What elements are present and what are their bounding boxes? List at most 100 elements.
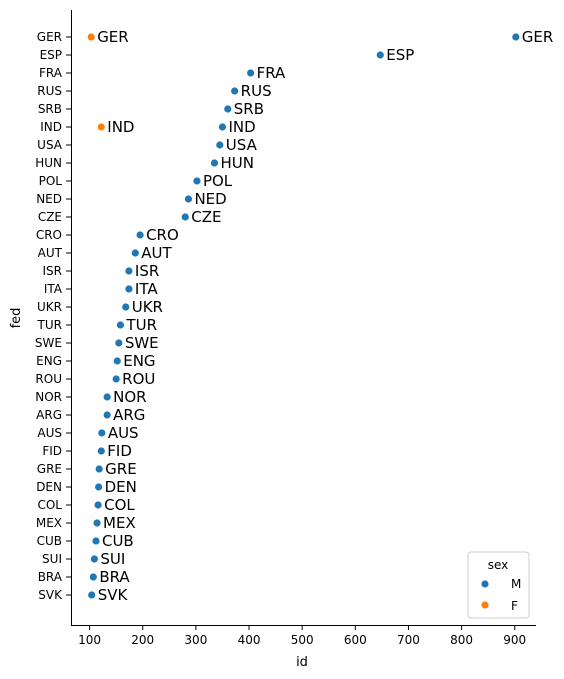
point-label: USA: [226, 136, 258, 154]
point-label: BRA: [99, 568, 130, 586]
data-point: [86, 32, 96, 42]
y-tick-label: SRB: [38, 102, 62, 116]
data-point: [91, 536, 101, 546]
data-point: [88, 572, 98, 582]
data-point: [93, 500, 103, 510]
data-point: [102, 410, 112, 420]
point-label: ARG: [113, 406, 145, 424]
point-label: HUN: [220, 154, 253, 172]
data-point: [121, 302, 131, 312]
x-tick-label: 800: [450, 633, 473, 647]
y-tick-label: FID: [42, 444, 62, 458]
y-axis-label: fed: [9, 308, 24, 329]
x-ticks: 100 200 300 400 500 600 700 800 900: [78, 625, 526, 647]
legend: sex M F: [467, 551, 530, 619]
point-label: DEN: [105, 478, 137, 496]
legend-label-m: M: [511, 577, 521, 591]
point-label: COL: [104, 496, 135, 514]
data-point: [96, 122, 106, 132]
legend-label-f: F: [511, 599, 518, 613]
y-ticks: GER ESP FRA RUS SRB IND USA HUN POL NED CZE CRO AUT I…: [35, 30, 71, 602]
data-point: [192, 176, 202, 186]
data-point: [223, 104, 233, 114]
point-label: SRB: [234, 100, 264, 118]
point-label: CRO: [146, 226, 179, 244]
point-label: ENG: [123, 352, 155, 370]
point-label: NED: [194, 190, 226, 208]
point-label: CUB: [102, 532, 134, 550]
data-point: [215, 140, 225, 150]
data-point: [97, 428, 107, 438]
data-point: [124, 284, 134, 294]
point-label: AUT: [141, 244, 172, 262]
data-point: [112, 356, 122, 366]
data-point: [218, 122, 227, 132]
y-tick-label: AUT: [38, 246, 63, 260]
x-tick-label: 900: [503, 633, 526, 647]
y-tick-label: CRO: [36, 228, 62, 242]
y-tick-label: ITA: [44, 282, 63, 296]
point-label: ESP: [386, 46, 414, 64]
y-tick-label: ROU: [35, 372, 62, 386]
point-label: FID: [107, 442, 132, 460]
data-point: [375, 50, 385, 60]
data-point: [130, 248, 140, 258]
y-tick-label: ESP: [40, 48, 62, 62]
point-label: ITA: [135, 280, 158, 298]
point-label: NOR: [113, 388, 146, 406]
point-label: SVK: [98, 586, 129, 604]
point-label: GER: [522, 28, 554, 46]
y-tick-label: GER: [37, 30, 62, 44]
point-label: AUS: [108, 424, 139, 442]
y-tick-label: MEX: [36, 516, 62, 530]
data-point: [92, 518, 102, 528]
y-tick-label: CZE: [38, 210, 62, 224]
data-point: [94, 482, 104, 492]
data-point: [102, 392, 112, 402]
x-tick-label: 200: [131, 633, 154, 647]
y-tick-label: GRE: [37, 462, 62, 476]
data-point: [96, 446, 106, 456]
point-label: GER: [97, 28, 129, 46]
data-point: [111, 374, 121, 384]
y-tick-label: ARG: [36, 408, 62, 422]
data-point: [184, 194, 193, 204]
point-label: CZE: [191, 208, 221, 226]
point-label: FRA: [257, 64, 286, 82]
point-label: GRE: [105, 460, 137, 478]
y-tick-label: SVK: [38, 588, 63, 602]
data-point: [210, 158, 219, 168]
x-tick-label: 100: [78, 633, 101, 647]
point-label: SWE: [125, 334, 159, 352]
y-tick-label: NOR: [35, 390, 62, 404]
y-tick-label: AUS: [37, 426, 62, 440]
y-tick-label: IND: [40, 120, 62, 134]
point-label: IND: [107, 118, 134, 136]
data-point: [89, 554, 99, 564]
legend-marker-m: [480, 579, 490, 589]
y-tick-label: COL: [37, 498, 62, 512]
y-tick-label: BRA: [38, 570, 63, 584]
data-point: [94, 464, 104, 474]
data-point: [230, 86, 240, 96]
point-label: RUS: [241, 82, 272, 100]
x-tick-label: 300: [184, 633, 207, 647]
y-tick-label: ISR: [43, 264, 63, 278]
point-label: ROU: [122, 370, 155, 388]
data-point: [124, 266, 134, 276]
point-label: UKR: [132, 298, 163, 316]
data-point: [180, 212, 190, 222]
y-tick-label: HUN: [35, 156, 62, 170]
y-tick-label: ENG: [36, 354, 62, 368]
x-axis-label: id: [296, 655, 308, 670]
y-tick-label: CUB: [37, 534, 62, 548]
y-tick-label: DEN: [36, 480, 62, 494]
point-label: SUI: [100, 550, 125, 568]
legend-marker-f: [480, 600, 490, 610]
legend-title: sex: [488, 558, 509, 572]
y-tick-label: SWE: [35, 336, 62, 350]
y-tick-label: SUI: [42, 552, 62, 566]
point-label: IND: [228, 118, 255, 136]
point-label: POL: [203, 172, 233, 190]
